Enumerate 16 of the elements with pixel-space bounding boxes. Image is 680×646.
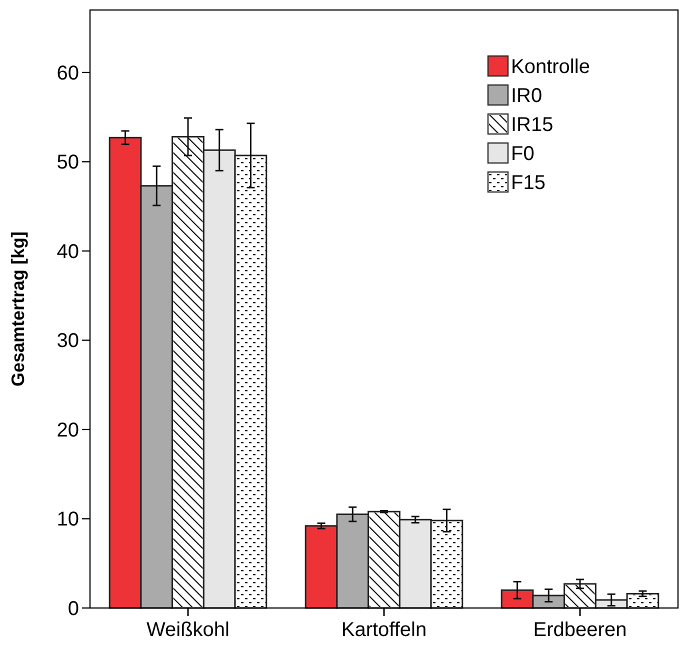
legend-label: IR15 — [511, 114, 554, 136]
y-axis-title: Gesamtertrag [kg] — [8, 231, 28, 387]
x-tick-label: Weißkohl — [146, 619, 230, 641]
y-tick-label: 10 — [56, 508, 79, 531]
legend-label: Kontrolle — [511, 56, 590, 78]
x-tick-label: Erdbeeren — [533, 619, 627, 641]
y-tick-label: 50 — [56, 152, 79, 174]
y-tick-label: 20 — [56, 419, 79, 442]
legend-label: IR0 — [511, 85, 542, 108]
legend-label: F0 — [511, 143, 534, 166]
y-tick-label: 60 — [56, 62, 79, 84]
legend-label: F15 — [511, 172, 546, 194]
y-tick-label: 30 — [56, 330, 79, 352]
x-tick-label: Kartoffeln — [341, 619, 427, 641]
y-tick-label: 40 — [56, 240, 79, 263]
y-tick-label: 0 — [68, 598, 79, 620]
